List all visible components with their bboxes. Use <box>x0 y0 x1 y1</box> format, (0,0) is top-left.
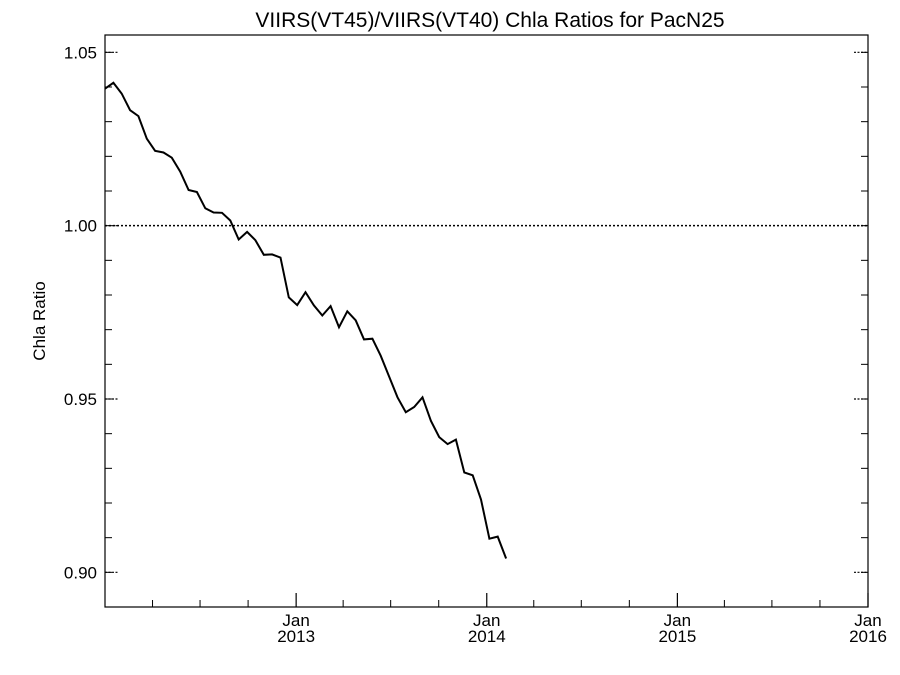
y-tick-label: 0.90 <box>64 563 97 582</box>
x-tick-month-label: Jan <box>854 611 881 630</box>
y-tick-label: 1.00 <box>64 217 97 236</box>
x-tick-year-label: 2013 <box>277 627 315 646</box>
x-tick-year-label: 2015 <box>658 627 696 646</box>
x-tick-year-label: 2016 <box>849 627 887 646</box>
x-tick-month-label: Jan <box>282 611 309 630</box>
chart-title: VIIRS(VT45)/VIIRS(VT40) Chla Ratios for … <box>255 9 724 32</box>
y-axis-label: Chla Ratio <box>30 281 49 360</box>
x-tick-year-label: 2014 <box>468 627 506 646</box>
x-tick-month-label: Jan <box>473 611 500 630</box>
y-ticks: 1.05 1.00 0.95 0.90 <box>64 43 868 582</box>
y-tick-label: 0.95 <box>64 390 97 409</box>
x-tick-month-label: Jan <box>664 611 691 630</box>
y-tick-label: 1.05 <box>64 43 97 62</box>
series-line <box>104 81 508 559</box>
